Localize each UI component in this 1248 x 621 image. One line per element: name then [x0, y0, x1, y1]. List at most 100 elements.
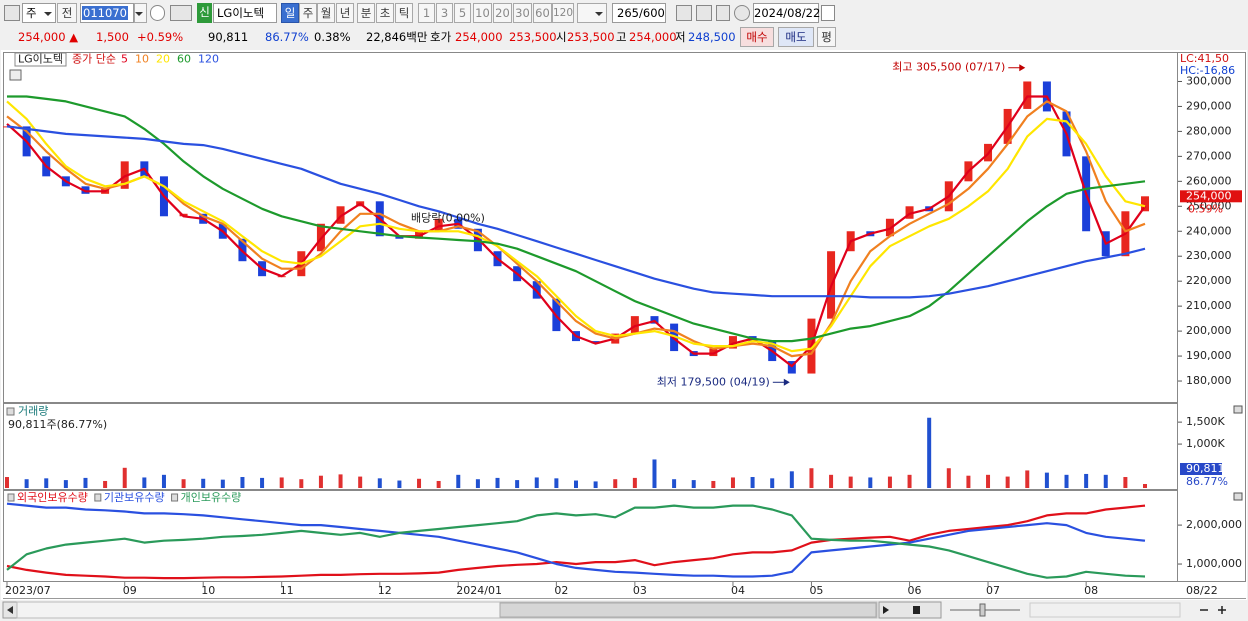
candle: [591, 341, 600, 344]
annotation: 최고 305,500 (07/17): [892, 61, 1005, 74]
volume-bar: [907, 474, 912, 488]
interval-button[interactable]: 20: [493, 3, 512, 23]
bid-ask-label: 호가: [430, 30, 452, 44]
calendar-button[interactable]: [821, 5, 835, 21]
volume-bar: [436, 480, 441, 488]
range-select[interactable]: 전: [57, 3, 77, 23]
x-tick-label: 04: [731, 584, 745, 597]
y-tick-label: 280,000: [1186, 124, 1232, 137]
x-tick-label: 06: [908, 584, 922, 597]
save-button[interactable]: [716, 5, 730, 21]
open: 253,500: [567, 30, 615, 44]
legend-entry: 5: [121, 53, 128, 66]
panel-title: 거래량: [18, 405, 48, 418]
count: 265: [617, 6, 639, 20]
volume-bar: [299, 479, 304, 488]
interval-button[interactable]: 10: [473, 3, 492, 23]
sound-button[interactable]: [170, 5, 192, 21]
volume-bar: [377, 478, 382, 488]
y-tick-label: 190,000: [1186, 349, 1232, 362]
volume-bar: [868, 477, 873, 488]
volume-bar: [613, 479, 618, 488]
y-tick-label: 1,000K: [1186, 437, 1225, 450]
tool-button[interactable]: [696, 5, 712, 21]
code-text: 011070: [82, 6, 128, 20]
volume-bar: [1084, 473, 1089, 488]
panel-icon[interactable]: [9, 69, 22, 81]
panel-icon[interactable]: [6, 407, 15, 416]
tool-button[interactable]: [676, 5, 692, 21]
candle: [395, 236, 404, 239]
interval-dropdown[interactable]: [577, 3, 607, 23]
tool-icons[interactable]: [1029, 602, 1181, 618]
legend-icon: [7, 493, 15, 502]
interval-button[interactable]: 5: [454, 3, 471, 23]
settings-button[interactable]: [734, 5, 750, 21]
hc-label: HC:-16,86: [1180, 64, 1235, 77]
zoom-handle[interactable]: [979, 603, 986, 617]
high-label: 고: [616, 30, 627, 44]
candle: [630, 316, 639, 334]
open-label: 시: [556, 30, 567, 44]
volume-bar: [789, 471, 794, 488]
period-button[interactable]: 일: [281, 3, 299, 23]
buy-button[interactable]: 매수: [740, 27, 774, 47]
period-button[interactable]: 틱: [395, 3, 413, 23]
volume-bar: [1123, 477, 1128, 488]
chart-background: [1, 50, 1247, 600]
interval-button[interactable]: 1: [418, 3, 435, 23]
kind-select[interactable]: 주: [22, 3, 56, 23]
volume-bar: [887, 476, 892, 488]
volume-bar: [103, 480, 108, 488]
count-max: /600: [639, 6, 665, 20]
y-tick-label: 270,000: [1186, 149, 1232, 162]
annotation-arrowhead: [783, 378, 790, 386]
volume-bar: [730, 477, 735, 488]
search-button[interactable]: [150, 5, 165, 21]
period-button[interactable]: 초: [376, 3, 394, 23]
eval-button[interactable]: 평: [817, 27, 836, 47]
x-tick-label: 2024/01: [456, 584, 502, 597]
period-button[interactable]: 년: [336, 3, 354, 23]
volume-bar: [770, 478, 775, 488]
sell-button[interactable]: 매도: [778, 27, 814, 47]
code-input[interactable]: 011070: [80, 3, 134, 23]
volume-bar: [1143, 484, 1147, 488]
date-input[interactable]: 2024/08/22: [753, 3, 820, 23]
volume-bar: [83, 477, 88, 488]
interval-button[interactable]: 60: [533, 3, 552, 23]
volume-bar: [397, 480, 402, 488]
interval-button[interactable]: 120: [552, 3, 574, 23]
volume-bar: [260, 477, 265, 488]
y-tick-label: 2,000,000: [1186, 518, 1242, 531]
period-button[interactable]: 분: [357, 3, 375, 23]
y-tick-label: 260,000: [1186, 174, 1232, 187]
legend-label: 종가 단순: [72, 53, 116, 66]
period-button[interactable]: 월: [317, 3, 335, 23]
panel-close[interactable]: [1233, 405, 1243, 414]
stock-name: LG이노텍: [213, 3, 277, 23]
volume-bar: [240, 477, 245, 488]
panel-close[interactable]: [1233, 492, 1243, 501]
series-line: [6, 95, 1146, 368]
candle: [1141, 196, 1149, 212]
legend-entry: 개인보유수량: [181, 491, 242, 504]
series-line: [6, 504, 1146, 580]
play-controls[interactable]: [878, 601, 942, 619]
interval-button[interactable]: 30: [513, 3, 532, 23]
period-button[interactable]: 주: [299, 3, 317, 23]
low: 248,500: [688, 30, 736, 44]
change-pct: +0.59%: [137, 30, 184, 44]
menu-icon[interactable]: [4, 5, 20, 21]
volume-bar: [1064, 474, 1069, 488]
scroll-thumb[interactable]: [499, 602, 877, 618]
volume-bar: [986, 474, 991, 488]
code-dropdown[interactable]: [134, 3, 147, 23]
x-end-label: 08/22: [1186, 584, 1218, 597]
x-tick-label: 10: [201, 584, 215, 597]
volume-bar: [848, 476, 853, 488]
interval-button[interactable]: 3: [436, 3, 453, 23]
candle: [728, 336, 737, 349]
count-box[interactable]: 265/600: [612, 3, 666, 23]
scroll-left-arrow: [7, 606, 13, 614]
